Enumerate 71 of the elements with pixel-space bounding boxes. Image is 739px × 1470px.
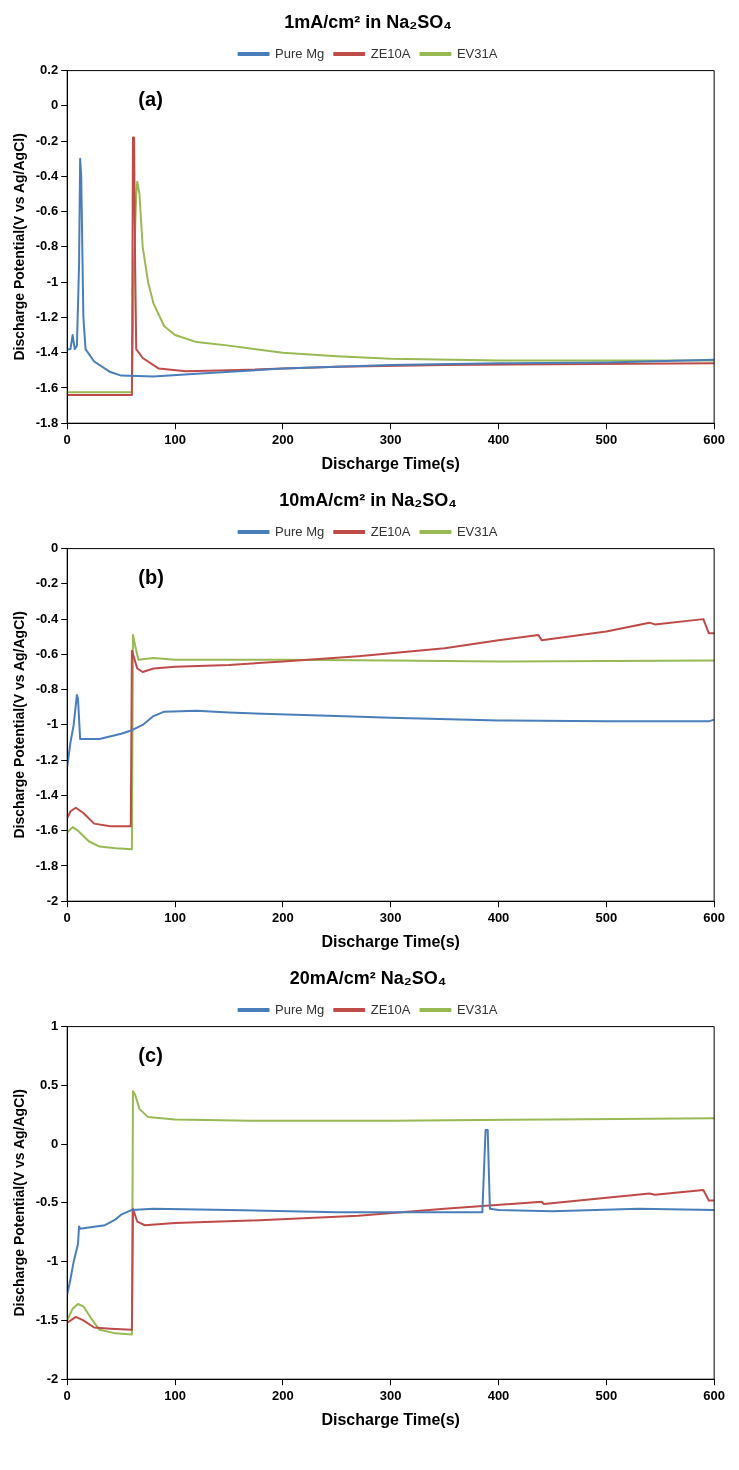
- y-axis-title: Discharge Potential(V vs Ag/AgCl): [11, 611, 28, 839]
- x-tick-label: 200: [272, 431, 294, 447]
- x-tick-label: 200: [272, 1387, 294, 1403]
- x-tick-label: 200: [272, 909, 294, 925]
- x-tick-label: 0: [63, 1387, 71, 1403]
- y-tick-label: -1.2: [35, 309, 59, 324]
- y-tick-label: -1.8: [35, 857, 59, 873]
- y-axis-title: Discharge Potential(V vs Ag/AgCl): [11, 1089, 28, 1317]
- x-tick-label: 500: [595, 1387, 618, 1403]
- y-tick-label: -1.8: [35, 414, 59, 430]
- x-tick-label: 600: [703, 1387, 726, 1403]
- y-tick-label: 0: [50, 540, 59, 556]
- legend-label: EV31A: [456, 523, 498, 539]
- chart-title: 20mA/cm² Na₂SO₄: [289, 967, 447, 988]
- chart-title: 10mA/cm² in Na₂SO₄: [279, 489, 457, 510]
- annotation: (a): [138, 88, 163, 111]
- x-tick-label: 500: [595, 431, 618, 447]
- y-tick-label: -1.4: [35, 787, 59, 802]
- y-tick-label: -0.8: [35, 681, 59, 697]
- y-tick-label: -1.4: [35, 344, 59, 360]
- x-tick-label: 400: [487, 1387, 510, 1403]
- y-tick-label: 0.2: [40, 62, 59, 78]
- legend-label: EV31A: [456, 45, 498, 61]
- x-tick-label: 100: [164, 1387, 186, 1403]
- x-tick-label: 500: [595, 909, 618, 925]
- x-tick-label: 100: [164, 909, 186, 925]
- x-tick-label: 300: [379, 431, 402, 447]
- y-tick-label: -0.4: [35, 610, 59, 626]
- y-tick-label: -2: [46, 892, 59, 908]
- y-tick-label: -1.6: [35, 379, 59, 395]
- x-tick-label: 400: [487, 431, 510, 447]
- y-tick-label: 0: [50, 1135, 59, 1151]
- y-tick-label: -1: [46, 1253, 59, 1269]
- legend-label: Pure Mg: [275, 45, 325, 61]
- y-tick-label: -0.6: [35, 203, 59, 219]
- y-tick-label: -0.8: [35, 238, 59, 254]
- legend-label: ZE10A: [370, 1001, 411, 1017]
- x-tick-label: 0: [63, 431, 71, 447]
- y-tick-label: -1.5: [35, 1312, 59, 1328]
- x-tick-label: 0: [63, 909, 71, 925]
- annotation: (b): [138, 566, 164, 589]
- legend-label: EV31A: [456, 1001, 498, 1017]
- x-tick-label: 300: [379, 1387, 402, 1403]
- y-tick-label: -2: [46, 1370, 59, 1386]
- chart-title: 1mA/cm² in Na₂SO₄: [284, 11, 452, 32]
- x-tick-label: 100: [164, 431, 186, 447]
- legend-label: ZE10A: [370, 523, 411, 539]
- annotation: (c): [138, 1044, 163, 1067]
- y-tick-label: -1.6: [35, 822, 59, 838]
- y-tick-label: -0.6: [35, 645, 59, 661]
- y-axis-title: Discharge Potential(V vs Ag/AgCl): [11, 133, 28, 361]
- y-tick-label: 0: [50, 97, 59, 113]
- x-tick-label: 600: [703, 909, 726, 925]
- x-tick-label: 600: [703, 431, 726, 447]
- x-axis-title: Discharge Time(s): [321, 1410, 460, 1428]
- y-tick-label: -1: [46, 716, 59, 732]
- y-tick-label: -0.2: [35, 575, 59, 591]
- legend-label: ZE10A: [370, 45, 411, 61]
- legend-label: Pure Mg: [275, 1001, 325, 1017]
- y-tick-label: 1: [50, 1018, 59, 1034]
- y-tick-label: -0.5: [35, 1194, 59, 1210]
- x-tick-label: 300: [379, 909, 402, 925]
- y-tick-label: -1.2: [35, 751, 59, 767]
- y-tick-label: 0.5: [40, 1076, 59, 1092]
- y-tick-label: -1: [46, 273, 59, 289]
- x-tick-label: 400: [487, 909, 510, 925]
- legend-label: Pure Mg: [275, 523, 325, 539]
- x-axis-title: Discharge Time(s): [321, 454, 460, 472]
- y-tick-label: -0.2: [35, 132, 59, 148]
- y-tick-label: -0.4: [35, 167, 59, 183]
- x-axis-title: Discharge Time(s): [321, 932, 460, 950]
